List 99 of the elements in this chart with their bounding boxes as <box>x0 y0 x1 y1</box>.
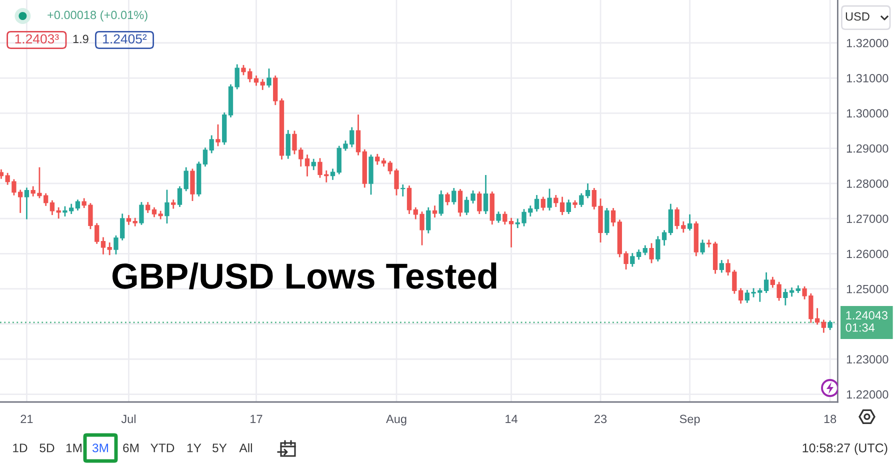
text: 1Y <box>187 444 202 452</box>
candlestick <box>438 190 444 216</box>
candlestick <box>502 212 508 225</box>
x-tick-label: Sep <box>680 414 700 426</box>
candlestick <box>554 195 558 207</box>
candlestick <box>706 240 712 248</box>
candlestick <box>202 148 208 167</box>
candlestick <box>610 208 616 226</box>
candlestick <box>50 200 55 216</box>
y-tick-label: 1.29000 <box>846 144 888 153</box>
candlestick <box>656 236 660 262</box>
annotation: 1.2403³ <box>15 34 59 44</box>
candlestick <box>184 167 188 192</box>
y-tick-label: 1.28000 <box>846 179 888 188</box>
x-tick-label: 18 <box>824 414 836 424</box>
candlestick <box>273 76 278 106</box>
candlestick <box>477 192 482 214</box>
candlestick <box>432 206 438 218</box>
x-tick-label: 23 <box>594 414 607 424</box>
annotation: 1.2405² <box>103 34 147 44</box>
y-tick-label: 1.32000 <box>846 38 888 48</box>
x-tick-label: Aug <box>386 414 406 426</box>
candlestick <box>496 212 501 223</box>
text: YTD <box>150 444 174 452</box>
candlestick <box>662 230 667 246</box>
text: All <box>239 443 252 452</box>
candlestick <box>540 196 546 210</box>
candlestick <box>585 183 590 198</box>
candlestick <box>566 200 571 214</box>
y-tick-label: 1.27000 <box>846 214 888 223</box>
candlestick <box>24 188 30 220</box>
y-tick-label: 1.31000 <box>846 74 888 82</box>
candlestick <box>579 193 584 207</box>
candlestick <box>56 207 61 219</box>
candlestick <box>139 202 144 225</box>
text: GBP/USD Lows Tested <box>112 262 496 290</box>
candlestick <box>356 114 361 156</box>
annotation: 1.9 <box>73 34 88 44</box>
candlestick <box>534 195 540 212</box>
candlestick <box>452 188 456 205</box>
x-tick-label: Jul <box>121 414 136 424</box>
candlestick <box>100 237 106 254</box>
candlestick <box>426 207 431 234</box>
candlestick <box>764 272 769 294</box>
text: 3M <box>92 444 108 452</box>
candlestick <box>216 124 220 146</box>
candlestick <box>783 288 788 306</box>
candlestick <box>190 168 195 201</box>
candlestick <box>483 175 488 214</box>
candlestick <box>508 218 514 248</box>
candlestick <box>719 260 724 273</box>
candlestick <box>400 184 406 196</box>
candlestick <box>560 196 565 216</box>
candlestick <box>649 243 654 264</box>
candlestick <box>821 320 826 333</box>
x-tick-label: 21 <box>20 414 33 424</box>
candlestick <box>266 68 272 88</box>
candlestick <box>458 189 463 216</box>
ref-line-label: 1.24043 01:34 <box>846 311 888 332</box>
candlestick <box>107 242 112 256</box>
candlestick <box>304 154 310 176</box>
y-tick-label: 1.26000 <box>846 250 888 258</box>
x-tick-label: 14 <box>506 414 518 424</box>
candlestick <box>630 253 635 267</box>
candlestick <box>234 64 240 90</box>
text: 1M <box>66 444 82 452</box>
candlestick <box>260 79 265 90</box>
text: 6M <box>123 444 138 452</box>
candlestick <box>700 240 705 254</box>
candlestick <box>311 158 316 170</box>
text: 1D <box>13 444 28 452</box>
candlestick <box>177 186 182 207</box>
candlestick <box>406 186 412 214</box>
candlestick <box>158 210 163 220</box>
candlestick <box>171 200 176 209</box>
text: 5D <box>40 444 54 452</box>
text: 5Y <box>212 444 227 452</box>
y-tick-label: 1.25000 <box>846 284 888 294</box>
candlestick <box>375 154 380 165</box>
text: USD <box>846 12 870 21</box>
candlestick <box>209 135 214 154</box>
candlestick <box>547 188 552 210</box>
candlestick <box>330 168 336 180</box>
candlestick <box>286 130 290 159</box>
candlestick <box>164 190 170 224</box>
candlestick <box>668 204 673 236</box>
annotation: +0.00018 (+0.01%) <box>48 10 148 22</box>
y-tick-label: 1.23000 <box>846 355 888 364</box>
y-tick-label: 1.30000 <box>846 109 888 118</box>
candlestick <box>738 288 744 304</box>
candlestick <box>687 214 692 231</box>
x-tick-label: 17 <box>250 414 262 424</box>
candlestick <box>604 208 610 236</box>
y-tick-label: 1.22000 <box>846 390 888 399</box>
candlestick <box>445 192 450 206</box>
candlestick <box>146 202 150 213</box>
text: 10:58:27 (UTC) <box>802 443 888 455</box>
candlestick <box>132 218 138 226</box>
candlestick <box>75 200 80 210</box>
